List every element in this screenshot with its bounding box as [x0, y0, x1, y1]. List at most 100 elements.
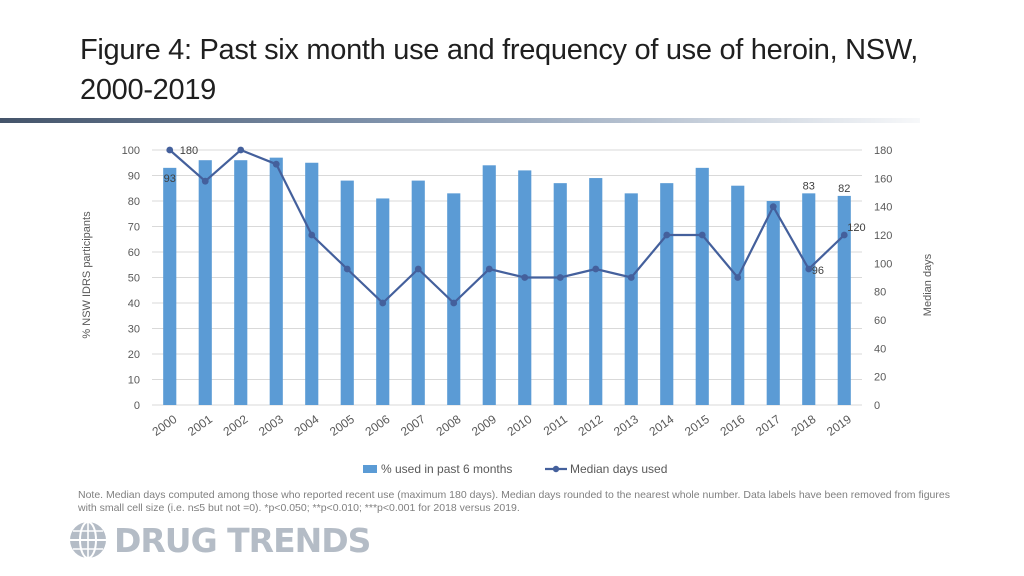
data-label: 96 — [812, 265, 824, 277]
y-tick-label: 100 — [122, 145, 140, 157]
bar — [411, 180, 425, 405]
data-labels: 93 83 82 180 96 120 — [164, 145, 866, 277]
y2-tick-label: 40 — [874, 343, 886, 355]
data-label: 83 — [803, 180, 815, 192]
line-series — [166, 146, 848, 307]
y2-tick-label: 0 — [874, 400, 880, 412]
y-tick-label: 0 — [134, 400, 140, 412]
x-axis-ticks: 2000 2001 2002 2003 2004 2005 2006 2007 2008 2009… — [150, 412, 855, 439]
line-point — [166, 146, 174, 154]
data-label: 93 — [164, 173, 176, 185]
y2-axis-label: Median days — [922, 253, 934, 316]
x-tick-label: 2004 — [292, 412, 322, 439]
bar — [802, 193, 816, 405]
y-axis-label: % NSW IDRS participants — [81, 211, 93, 339]
x-tick-label: 2008 — [434, 412, 464, 439]
bar — [553, 183, 567, 405]
x-tick-label: 2012 — [576, 412, 606, 439]
data-label: 180 — [180, 145, 198, 157]
bar — [269, 157, 283, 405]
x-tick-label: 2001 — [185, 412, 215, 439]
y-tick-label: 80 — [128, 196, 140, 208]
x-tick-label: 2002 — [221, 412, 251, 439]
bar — [731, 185, 745, 405]
legend-label-line: Median days used — [570, 462, 667, 476]
y2-tick-label: 160 — [874, 173, 892, 185]
line-point — [450, 299, 458, 307]
y-tick-label: 60 — [128, 247, 140, 259]
bar — [695, 167, 709, 405]
bar — [163, 167, 177, 405]
footnote: Note. Median days computed among those w… — [78, 489, 950, 514]
y2-tick-label: 180 — [874, 145, 892, 157]
x-tick-label: 2014 — [647, 412, 677, 439]
line-point — [769, 203, 777, 211]
y-tick-label: 40 — [128, 298, 140, 310]
x-tick-label: 2010 — [505, 412, 535, 439]
line-point — [308, 231, 316, 239]
bar — [766, 201, 780, 405]
legend-marker-line — [552, 465, 560, 473]
x-tick-label: 2006 — [363, 412, 393, 439]
right-axis-ticks: 0 20 40 60 80 100 120 140 160 180 — [874, 145, 892, 412]
bar — [340, 180, 354, 405]
bar — [518, 170, 532, 405]
line-point — [627, 274, 635, 281]
y2-tick-label: 140 — [874, 202, 892, 214]
y-tick-label: 10 — [128, 375, 140, 387]
bar — [837, 195, 851, 405]
bar-series — [163, 157, 851, 405]
x-tick-label: 2005 — [327, 412, 357, 439]
combo-chart: 0 10 20 30 40 50 60 70 80 90 100 0 20 40 60 80 100 120 14… — [81, 145, 934, 476]
line-point — [521, 274, 529, 281]
bar — [624, 193, 638, 405]
bar — [660, 183, 674, 405]
x-tick-label: 2011 — [541, 412, 570, 438]
data-label: 82 — [838, 183, 850, 195]
y2-tick-label: 120 — [874, 230, 892, 242]
x-tick-label: 2018 — [789, 412, 819, 439]
drug-trends-logo: DRUG TRENDS — [68, 520, 371, 560]
line-point — [343, 265, 351, 273]
x-tick-label: 2003 — [256, 412, 286, 439]
x-tick-label: 2007 — [398, 412, 428, 439]
line-point — [201, 177, 209, 185]
y2-tick-label: 80 — [874, 287, 886, 299]
y-tick-label: 20 — [128, 349, 140, 361]
line-point — [592, 265, 600, 273]
line-point — [805, 265, 813, 273]
data-label: 120 — [847, 222, 865, 234]
line-point — [237, 146, 245, 154]
x-tick-label: 2017 — [753, 412, 783, 439]
line-point — [840, 231, 848, 239]
x-tick-label: 2013 — [611, 412, 641, 439]
bar — [447, 193, 461, 405]
title-divider — [0, 118, 920, 123]
page-title: Figure 4: Past six month use and frequen… — [80, 34, 919, 106]
y2-tick-label: 100 — [874, 258, 892, 270]
y-tick-label: 30 — [128, 324, 140, 336]
logo-wordmark: DRUG TRENDS — [114, 520, 371, 560]
y2-tick-label: 20 — [874, 372, 886, 384]
left-axis-ticks: 0 10 20 30 40 50 60 70 80 90 100 — [122, 145, 140, 412]
line-point — [272, 160, 280, 168]
y-tick-label: 70 — [128, 222, 140, 234]
bar — [589, 178, 603, 405]
median-line — [169, 148, 846, 305]
legend-swatch-bars — [363, 465, 377, 473]
gridlines — [152, 149, 862, 406]
bar — [482, 165, 496, 405]
y-tick-label: 50 — [128, 273, 140, 285]
line-point — [379, 299, 387, 307]
line-point — [414, 265, 422, 273]
line-point — [663, 231, 671, 239]
line-point — [485, 265, 493, 273]
line-point — [698, 231, 706, 239]
bar — [198, 160, 212, 405]
legend-label-bars: % used in past 6 months — [381, 462, 512, 476]
line-point — [734, 274, 742, 281]
bar — [305, 162, 319, 405]
globe-icon — [70, 521, 106, 559]
legend: % used in past 6 months Median days used — [363, 462, 667, 476]
x-tick-label: 2019 — [824, 412, 854, 439]
